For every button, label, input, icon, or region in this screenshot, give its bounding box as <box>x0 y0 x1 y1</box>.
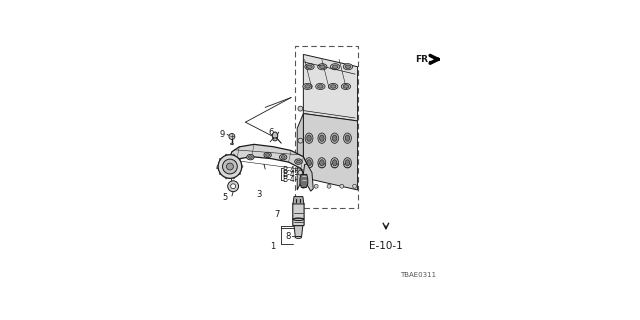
Text: 9: 9 <box>220 130 225 139</box>
Ellipse shape <box>281 156 285 158</box>
Ellipse shape <box>225 154 227 156</box>
Circle shape <box>327 184 331 188</box>
Ellipse shape <box>332 160 337 166</box>
Ellipse shape <box>307 135 311 141</box>
Ellipse shape <box>343 85 349 88</box>
Ellipse shape <box>305 163 312 167</box>
Ellipse shape <box>230 143 234 145</box>
Ellipse shape <box>225 177 227 179</box>
Ellipse shape <box>305 158 313 168</box>
Ellipse shape <box>295 159 302 164</box>
Ellipse shape <box>317 64 327 70</box>
Ellipse shape <box>266 154 269 156</box>
Ellipse shape <box>238 172 241 174</box>
Ellipse shape <box>318 163 325 167</box>
Text: B-4-3: B-4-3 <box>282 166 302 175</box>
Ellipse shape <box>307 160 311 166</box>
Ellipse shape <box>345 65 351 68</box>
Ellipse shape <box>220 159 221 161</box>
Circle shape <box>223 159 237 174</box>
Circle shape <box>298 138 303 143</box>
Ellipse shape <box>273 138 277 141</box>
Ellipse shape <box>331 158 339 168</box>
Ellipse shape <box>238 159 241 161</box>
Circle shape <box>353 184 356 188</box>
Text: 1: 1 <box>270 242 275 251</box>
Ellipse shape <box>233 154 234 156</box>
Circle shape <box>301 184 305 188</box>
Ellipse shape <box>220 172 221 174</box>
Ellipse shape <box>307 65 312 68</box>
Text: 4: 4 <box>216 163 221 172</box>
Ellipse shape <box>305 64 314 70</box>
Ellipse shape <box>331 133 339 143</box>
Ellipse shape <box>330 64 340 70</box>
Ellipse shape <box>233 177 234 179</box>
Ellipse shape <box>303 84 312 90</box>
Ellipse shape <box>344 163 351 167</box>
Text: TBAE0311: TBAE0311 <box>400 272 436 278</box>
Polygon shape <box>303 54 358 121</box>
Ellipse shape <box>318 158 326 168</box>
Ellipse shape <box>330 85 336 88</box>
Ellipse shape <box>317 85 323 88</box>
Polygon shape <box>297 114 303 190</box>
Ellipse shape <box>332 65 338 68</box>
Polygon shape <box>303 164 313 191</box>
Ellipse shape <box>296 160 300 163</box>
Ellipse shape <box>305 133 313 143</box>
Circle shape <box>228 181 239 192</box>
Text: 7: 7 <box>274 210 279 219</box>
Ellipse shape <box>345 135 349 141</box>
Ellipse shape <box>295 236 301 238</box>
Ellipse shape <box>217 166 220 167</box>
Ellipse shape <box>319 135 324 141</box>
Ellipse shape <box>316 84 325 90</box>
Circle shape <box>298 170 303 175</box>
Circle shape <box>230 184 236 189</box>
Circle shape <box>218 155 242 178</box>
Ellipse shape <box>318 133 326 143</box>
Ellipse shape <box>341 84 351 90</box>
Ellipse shape <box>319 160 324 166</box>
Ellipse shape <box>264 152 271 158</box>
Text: 5: 5 <box>223 193 228 202</box>
Ellipse shape <box>319 65 325 68</box>
Text: 2: 2 <box>296 178 302 187</box>
Circle shape <box>229 133 235 140</box>
Ellipse shape <box>241 166 243 167</box>
FancyBboxPatch shape <box>292 203 304 226</box>
Ellipse shape <box>332 163 338 167</box>
Circle shape <box>340 184 344 188</box>
Ellipse shape <box>343 64 353 70</box>
Circle shape <box>227 163 234 170</box>
Text: FR.: FR. <box>415 55 431 64</box>
Ellipse shape <box>332 135 337 141</box>
Polygon shape <box>300 174 308 188</box>
Text: B-4-5: B-4-5 <box>282 175 302 184</box>
Circle shape <box>298 106 303 111</box>
Ellipse shape <box>344 158 351 168</box>
Text: 3: 3 <box>256 190 261 199</box>
Text: 6: 6 <box>268 128 273 137</box>
Ellipse shape <box>246 155 254 160</box>
Polygon shape <box>228 144 311 188</box>
Ellipse shape <box>280 155 287 160</box>
Text: B-4-4: B-4-4 <box>282 170 302 179</box>
Ellipse shape <box>272 132 278 140</box>
Text: E-10-1: E-10-1 <box>369 241 403 251</box>
Text: 8: 8 <box>285 232 291 241</box>
Ellipse shape <box>345 160 349 166</box>
Polygon shape <box>303 114 358 190</box>
Ellipse shape <box>305 85 310 88</box>
Ellipse shape <box>344 133 351 143</box>
Polygon shape <box>293 196 304 204</box>
Circle shape <box>314 184 318 188</box>
Polygon shape <box>294 225 303 236</box>
Ellipse shape <box>248 156 252 158</box>
Ellipse shape <box>328 84 338 90</box>
